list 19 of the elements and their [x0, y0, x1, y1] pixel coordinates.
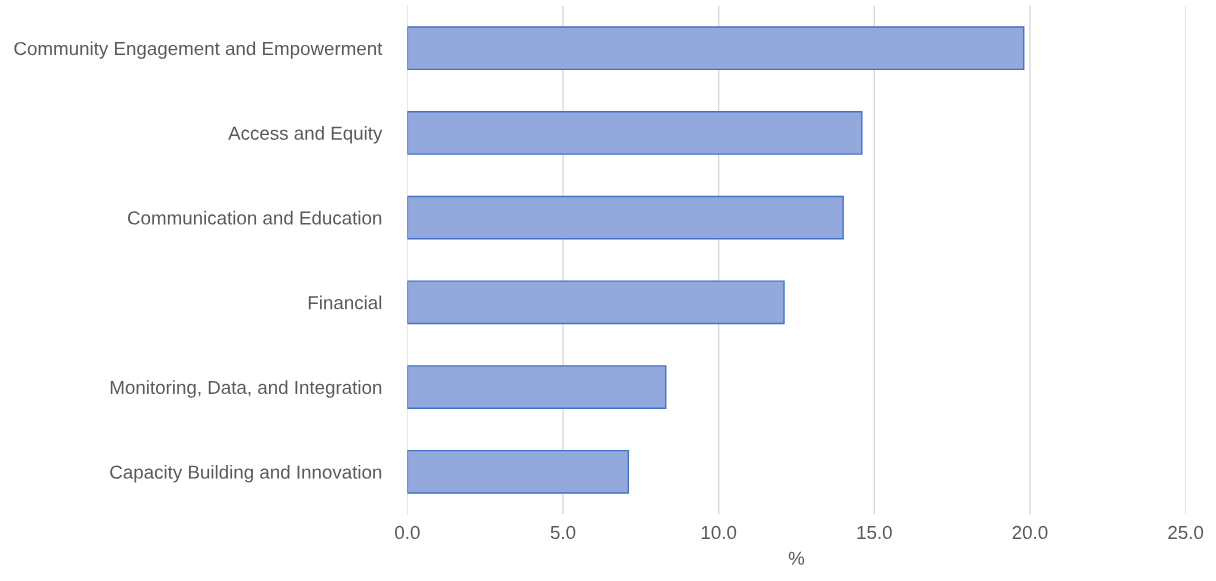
- y-tick-label: Communication and Education: [127, 210, 382, 225]
- x-tick-label: 5.0: [550, 525, 576, 540]
- x-axis-title: %: [788, 551, 805, 565]
- y-tick-label: Capacity Building and Innovation: [110, 465, 382, 483]
- bar: [407, 449, 630, 494]
- y-tick-label: Financial: [308, 295, 382, 310]
- x-tick-label: 15.0: [857, 525, 892, 540]
- y-tick-label: Access and Equity: [228, 126, 383, 144]
- bar: [407, 26, 1025, 71]
- y-tick-label: Monitoring, Data, and Integration: [110, 380, 382, 398]
- bar: [407, 195, 844, 240]
- x-tick-label: 20.0: [1012, 525, 1048, 540]
- bar: [407, 280, 785, 325]
- y-tick-label: Community Engagement and Empowerment: [14, 41, 383, 59]
- x-tick-label: 0.0: [395, 525, 420, 540]
- bar: [407, 365, 667, 409]
- x-tick-label: 25.0: [1168, 525, 1204, 540]
- x-tick-label: 10.0: [701, 525, 737, 540]
- bar: [407, 111, 863, 155]
